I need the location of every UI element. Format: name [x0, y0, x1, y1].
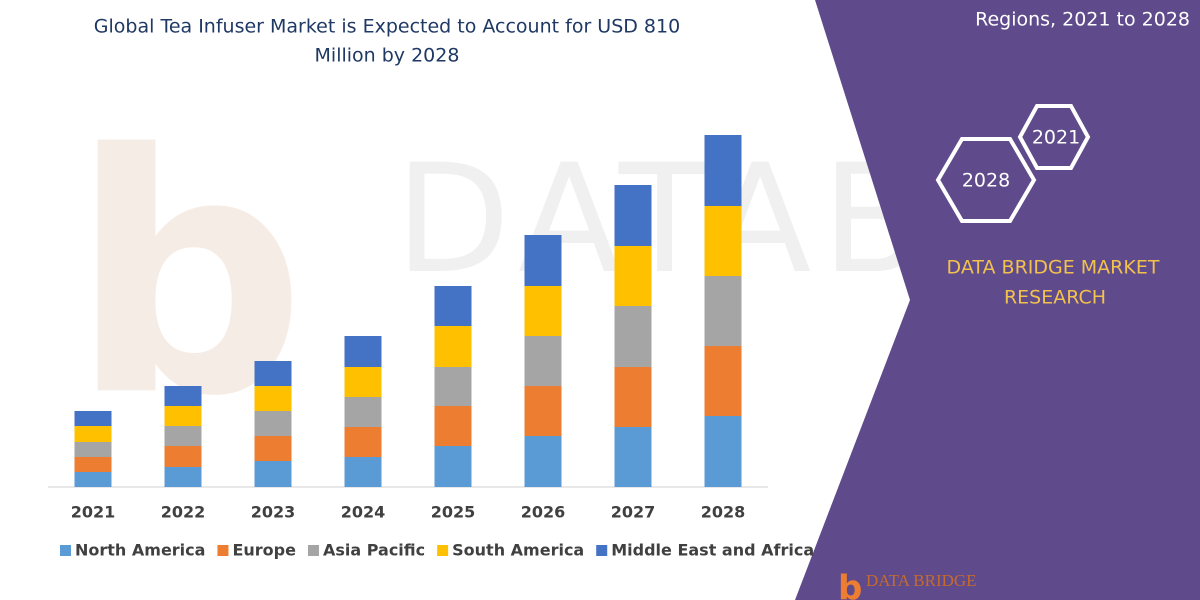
bar-segment: [434, 326, 472, 367]
bar-segment: [74, 457, 112, 472]
bar-segment: [344, 457, 382, 487]
bar-segment: [344, 367, 382, 397]
bar-segment: [344, 427, 382, 457]
bar-segment: [254, 461, 292, 487]
x-tick-label: 2023: [251, 503, 296, 522]
chart-title: Million by 2028: [315, 45, 460, 67]
brand-line: DATA BRIDGE MARKET: [947, 257, 1160, 279]
legend-swatch: [596, 545, 608, 556]
x-tick-label: 2021: [71, 503, 116, 522]
bar-segment: [524, 336, 562, 386]
bar-segment: [344, 397, 382, 427]
bar-segment: [614, 246, 652, 306]
hexagon: [1017, 104, 1091, 170]
bar-segment: [704, 416, 742, 487]
logo-mark: b: [838, 569, 862, 600]
hexagon-label: 2028: [962, 170, 1010, 192]
bar-segment: [704, 135, 742, 206]
bar-segment: [614, 185, 652, 246]
bar-segment: [524, 436, 562, 487]
bar-segment: [614, 306, 652, 367]
panel-heading: Regions, 2021 to 2028: [975, 9, 1190, 31]
legend-label: North America: [75, 541, 205, 560]
x-tick-label: 2025: [431, 503, 476, 522]
bar-segment: [164, 406, 202, 426]
bar-segment: [434, 367, 472, 406]
bar-segment: [434, 406, 472, 446]
x-tick-label: 2022: [161, 503, 206, 522]
bar-segment: [434, 286, 472, 326]
legend-label: Europe: [232, 541, 296, 560]
x-tick-label: 2028: [701, 503, 746, 522]
bar-segment: [164, 386, 202, 406]
bar-segment: [704, 276, 742, 346]
legend-swatch: [217, 545, 229, 556]
bar-segment: [254, 411, 292, 436]
legend-label: South America: [452, 541, 584, 560]
side-panel: [795, 0, 1200, 600]
bar-segment: [74, 472, 112, 487]
bar-segment: [74, 426, 112, 442]
bar-segment: [164, 467, 202, 487]
x-tick-label: 2024: [341, 503, 386, 522]
chart-title: Global Tea Infuser Market is Expected to…: [94, 16, 680, 38]
bar-segment: [524, 286, 562, 336]
bar-segment: [254, 436, 292, 461]
legend-label: Asia Pacific: [323, 541, 425, 560]
legend-label: Middle East and Africa: [611, 541, 814, 560]
logo-text: DATA BRIDGE: [866, 571, 977, 590]
bar-segment: [704, 346, 742, 416]
x-tick-label: 2027: [611, 503, 656, 522]
bar-segment: [164, 446, 202, 467]
bar-segment: [614, 427, 652, 487]
legend-swatch: [60, 545, 71, 556]
bar-segment: [524, 235, 562, 286]
bar-segment: [74, 411, 112, 426]
bar-segment: [344, 336, 382, 367]
bar-segment: [434, 446, 472, 487]
hexagon: [935, 137, 1037, 223]
x-tick-label: 2026: [521, 503, 566, 522]
bar-segment: [704, 206, 742, 276]
bar-segment: [524, 386, 562, 436]
hexagon-label: 2021: [1032, 127, 1080, 149]
bar-segment: [254, 361, 292, 386]
legend-swatch: [437, 545, 449, 556]
brand-line: RESEARCH: [1004, 287, 1106, 309]
bar-segment: [164, 426, 202, 446]
bar-segment: [254, 386, 292, 411]
bar-segment: [74, 442, 112, 457]
legend-swatch: [307, 545, 319, 556]
bar-segment: [614, 367, 652, 427]
